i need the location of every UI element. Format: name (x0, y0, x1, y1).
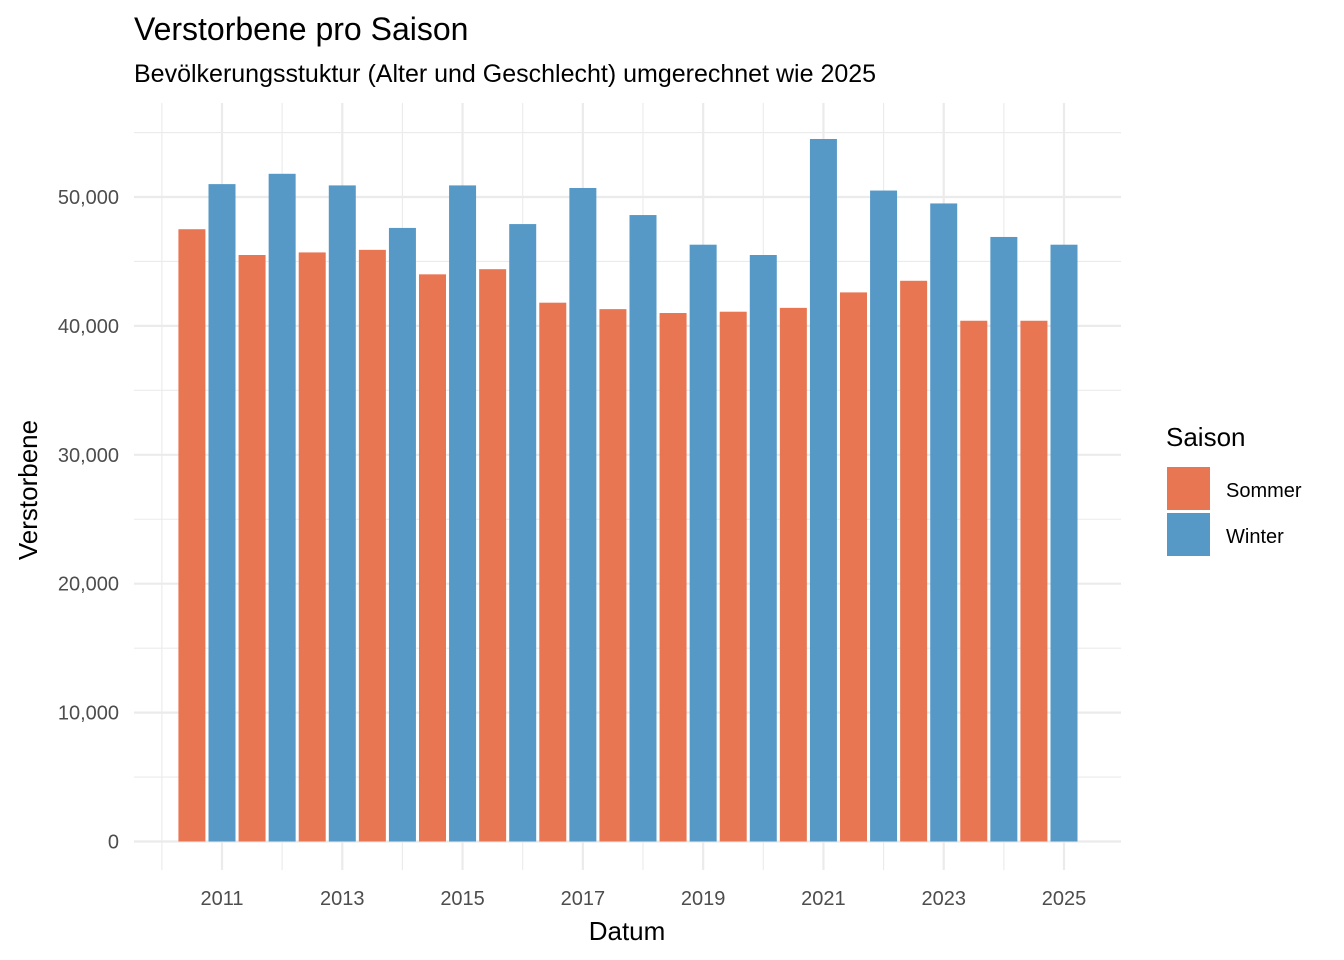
legend-label-sommer: Sommer (1226, 480, 1302, 502)
x-tick-label: 2015 (440, 888, 485, 910)
x-axis-title: Datum (589, 916, 666, 946)
bar-sommer (840, 292, 867, 842)
bar-sommer (719, 311, 747, 842)
x-tick-label: 2023 (921, 888, 966, 910)
bar-winter (268, 173, 296, 842)
y-axis-title: Verstorbene (13, 420, 43, 560)
x-tick-label: 2019 (681, 888, 726, 910)
bar-sommer (238, 255, 266, 842)
x-tick-label: 2021 (801, 888, 846, 910)
bars (178, 138, 1078, 842)
bar-winter (509, 224, 537, 842)
bar-sommer (298, 252, 326, 842)
legend-title: Saison (1166, 422, 1246, 452)
y-tick-label: 20,000 (58, 574, 119, 596)
bar-winter (388, 227, 416, 842)
bar-sommer (960, 320, 988, 842)
bar-winter (629, 215, 657, 842)
bar-sommer (1020, 320, 1048, 842)
bar-winter (1050, 244, 1078, 842)
bar-winter (689, 244, 717, 842)
bar-sommer (419, 274, 446, 842)
legend: Saison Sommer Winter (1166, 422, 1302, 556)
x-tick-label: 2025 (1042, 888, 1087, 910)
bar-winter (990, 236, 1018, 842)
bar-winter (749, 255, 777, 842)
bar-sommer (900, 280, 928, 842)
legend-label-winter: Winter (1226, 526, 1284, 548)
y-tick-label: 50,000 (58, 187, 119, 209)
y-tick-label: 40,000 (58, 316, 119, 338)
x-tick-label: 2013 (320, 888, 365, 910)
bar-sommer (659, 313, 687, 842)
bar-winter (328, 185, 356, 842)
bar-sommer (599, 309, 627, 842)
bar-winter (870, 190, 898, 842)
bar-sommer (358, 249, 386, 842)
y-tick-label: 30,000 (58, 445, 119, 467)
x-tick-label: 2017 (561, 888, 606, 910)
y-tick-label: 0 (108, 832, 119, 854)
bar-winter (569, 187, 597, 842)
y-axis-ticks: 0 10,000 20,000 30,000 40,000 50,000 (58, 187, 119, 854)
legend-swatch-winter (1167, 513, 1210, 556)
bar-sommer (779, 307, 807, 842)
bar-winter (930, 203, 958, 842)
bar-sommer (479, 269, 507, 842)
legend-swatch-sommer (1167, 467, 1210, 510)
x-tick-label: 2011 (200, 888, 243, 910)
bar-winter (449, 185, 477, 842)
chart-title: Verstorbene pro Saison (134, 11, 468, 47)
bar-winter (208, 184, 236, 842)
y-tick-label: 10,000 (58, 703, 119, 725)
bar-winter (809, 138, 837, 842)
bar-sommer (539, 302, 567, 842)
x-axis-ticks: 2011 2013 2015 2017 2019 2021 2023 2025 (200, 888, 1086, 910)
chart-subtitle: Bevölkerungsstuktur (Alter und Geschlech… (134, 60, 876, 88)
bar-sommer (178, 229, 206, 842)
